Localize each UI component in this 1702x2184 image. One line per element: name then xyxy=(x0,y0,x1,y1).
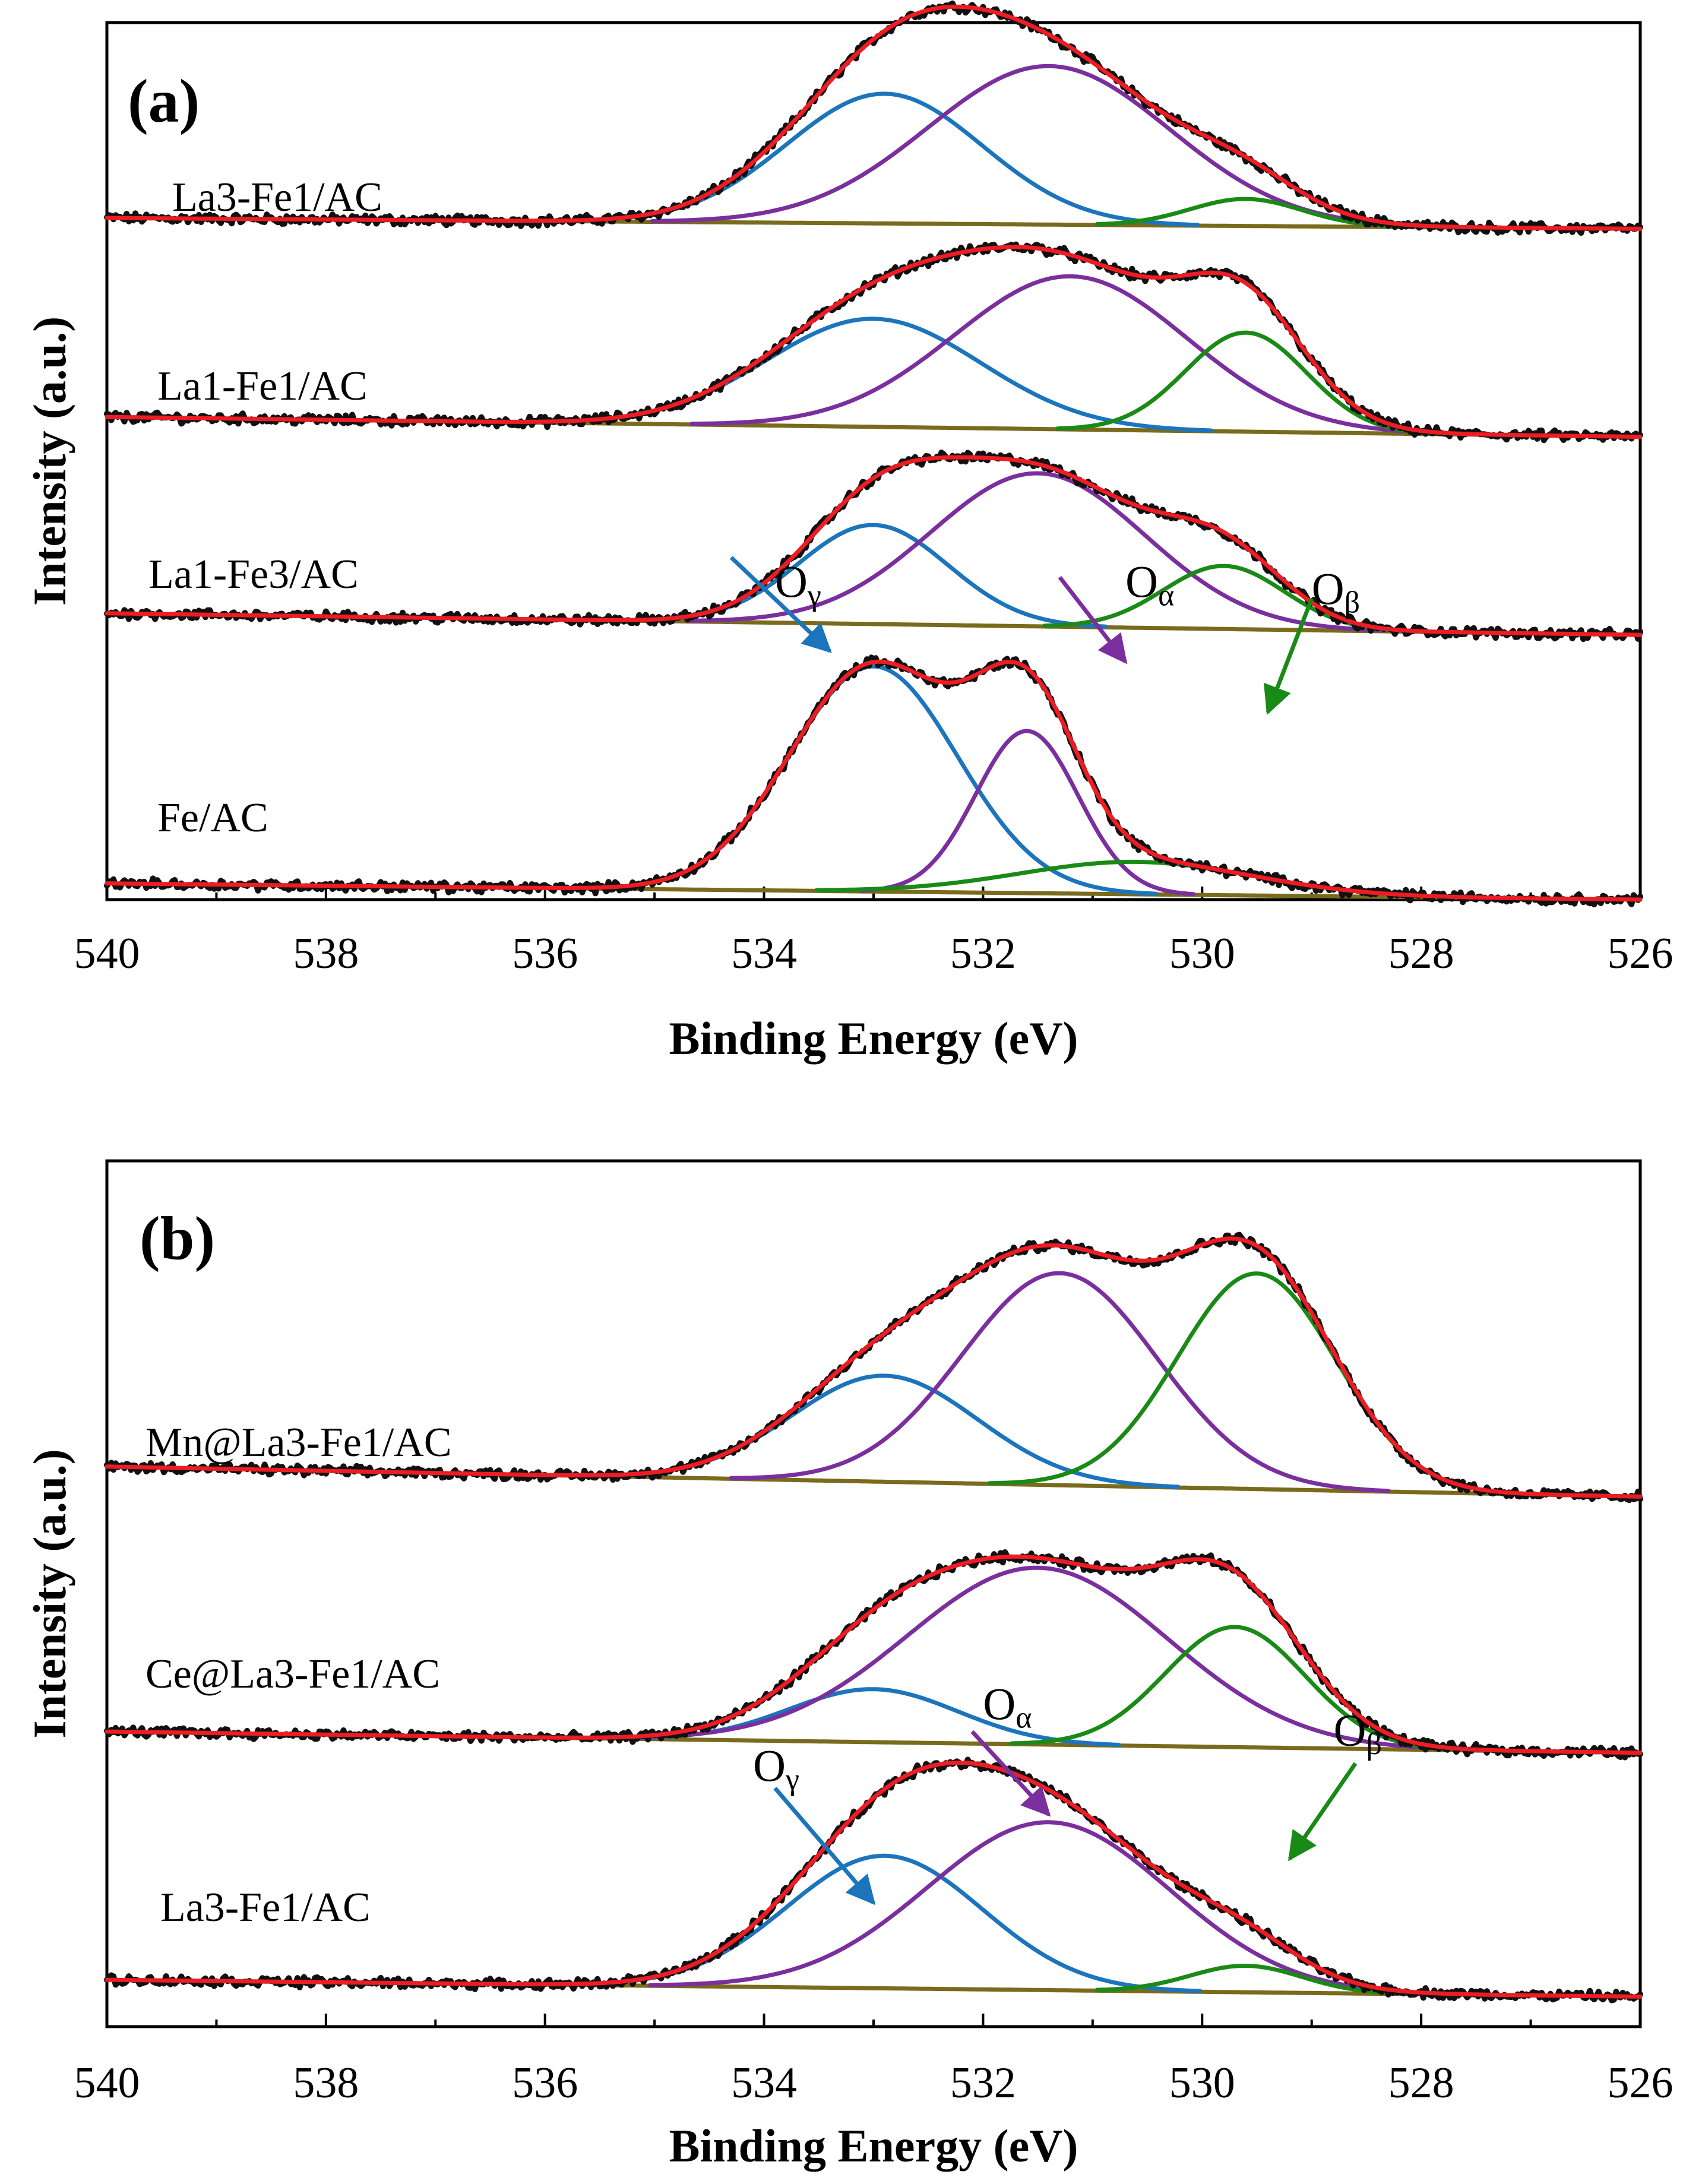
y-axis-title: Intensity (a.u.) xyxy=(24,316,75,606)
spectrum-mn-la3-fe1-ac xyxy=(104,1232,1643,1504)
annotation-arrow xyxy=(1287,1762,1358,1862)
panel-label: (b) xyxy=(140,1204,215,1273)
annotation-o-gamma: Oγ xyxy=(729,556,832,653)
annotation-o-gamma: Oγ xyxy=(753,1741,876,1906)
x-tick-label: 530 xyxy=(1169,2059,1235,2107)
annotation-label: Oβ xyxy=(1334,1706,1382,1761)
sample-label: La3-Fe1/AC xyxy=(160,1885,371,1930)
x-tick-label: 538 xyxy=(293,2059,359,2107)
x-tick-label: 528 xyxy=(1388,2059,1454,2107)
annotation-label: Oα xyxy=(983,1679,1032,1734)
peak-o-alpha xyxy=(689,274,1452,436)
annotation-arrow xyxy=(773,1787,876,1906)
annotation-subscript: β xyxy=(1344,586,1360,620)
spectrum-ce-la3-fe1-ac xyxy=(104,1549,1643,1761)
sample-label: Ce@La3-Fe1/AC xyxy=(145,1651,440,1697)
x-tick-label: 536 xyxy=(512,929,578,978)
x-axis-title: Binding Energy (eV) xyxy=(669,2120,1078,2172)
sample-label: Mn@La3-Fe1/AC xyxy=(145,1420,452,1466)
sample-label: La1-Fe1/AC xyxy=(157,363,368,409)
fit-envelope xyxy=(105,455,1643,637)
peak-o-alpha xyxy=(604,1565,1472,1752)
y-axis-title: Intensity (a.u.) xyxy=(24,1449,75,1739)
annotation-main: O xyxy=(983,1679,1015,1729)
raw-data xyxy=(104,450,1643,642)
x-tick-label: 532 xyxy=(950,2059,1016,2107)
annotation-label: Oα xyxy=(1125,557,1174,612)
annotation-arrow xyxy=(729,556,832,653)
spectrum-la3-fe1-ac xyxy=(104,1756,1643,2003)
sample-label: La1-Fe3/AC xyxy=(148,552,359,597)
annotation-arrow xyxy=(1058,575,1128,664)
panel-b: 540 538 536 534 532 530 528 526 Binding Energy (… xyxy=(24,1159,1673,2172)
annotation-label: Oβ xyxy=(1312,565,1360,620)
x-tick-label: 532 xyxy=(950,929,1016,978)
raw-data xyxy=(104,654,1643,908)
spectrum-la1-fe3-ac xyxy=(104,450,1643,642)
panel-a: 540 538 536 534 532 530 528 526 Binding Energy (… xyxy=(24,0,1673,1064)
annotation-arrow xyxy=(970,1730,1051,1817)
annotation-o-beta: Oβ xyxy=(1263,565,1360,716)
annotation-subscript: γ xyxy=(807,578,821,612)
x-tick-label: 530 xyxy=(1169,929,1235,978)
x-axis-title: Binding Energy (eV) xyxy=(669,1012,1078,1064)
x-tick-label: 540 xyxy=(74,929,140,978)
annotation-subscript: α xyxy=(1158,578,1174,612)
peak-o-beta xyxy=(1094,197,1397,229)
annotation-o-alpha: Oα xyxy=(970,1679,1051,1817)
annotation-o-alpha: Oα xyxy=(1058,557,1174,664)
fit-envelope xyxy=(105,1236,1643,1499)
annotation-main: O xyxy=(753,1741,786,1791)
x-tick-label: 534 xyxy=(731,2059,797,2107)
annotation-subscript: γ xyxy=(785,1762,799,1796)
annotation-label: Oγ xyxy=(753,1741,799,1796)
annotation-main: O xyxy=(775,557,808,607)
annotation-subscript: α xyxy=(1015,1701,1032,1734)
fit-envelope xyxy=(105,1554,1643,1755)
annotation-main: O xyxy=(1125,557,1158,607)
fit-envelope xyxy=(105,1760,1643,1999)
x-tick-label: 540 xyxy=(74,2059,140,2107)
annotation-main: O xyxy=(1312,565,1344,615)
sample-label: Fe/AC xyxy=(157,795,268,841)
sample-label: La3-Fe1/AC xyxy=(172,175,382,220)
spectrum-fe-ac xyxy=(104,654,1643,908)
x-tick-label: 526 xyxy=(1608,929,1673,978)
raw-data xyxy=(104,241,1643,444)
peak-o-alpha xyxy=(648,1820,1450,1996)
spectrum-la1-fe1-ac xyxy=(104,241,1643,444)
x-tick-label: 528 xyxy=(1388,929,1454,978)
annotation-main: O xyxy=(1334,1706,1366,1756)
fit-envelope xyxy=(105,659,1643,902)
x-tick-label: 526 xyxy=(1608,2059,1673,2107)
x-tick-label: 536 xyxy=(512,2059,578,2107)
fit-envelope xyxy=(105,4,1643,231)
x-tick-label: 538 xyxy=(293,929,359,978)
spectrum-la3-fe1-ac xyxy=(104,0,1643,236)
x-tick-label: 534 xyxy=(731,929,797,978)
fit-envelope xyxy=(105,245,1643,439)
peak-o-alpha xyxy=(687,471,1388,633)
annotation-o-beta: Oβ xyxy=(1287,1706,1382,1862)
annotation-arrow xyxy=(1263,598,1314,716)
panel-label: (a) xyxy=(128,67,200,135)
peak-o-beta xyxy=(1094,1964,1397,1996)
peak-o-alpha xyxy=(858,729,1195,897)
plot-area-frame xyxy=(105,21,1642,901)
peak-o-alpha xyxy=(729,1271,1391,1493)
peak-o-gamma xyxy=(626,1687,1121,1747)
annotation-subscript: β xyxy=(1366,1727,1381,1761)
annotation-label: Oγ xyxy=(775,557,821,612)
